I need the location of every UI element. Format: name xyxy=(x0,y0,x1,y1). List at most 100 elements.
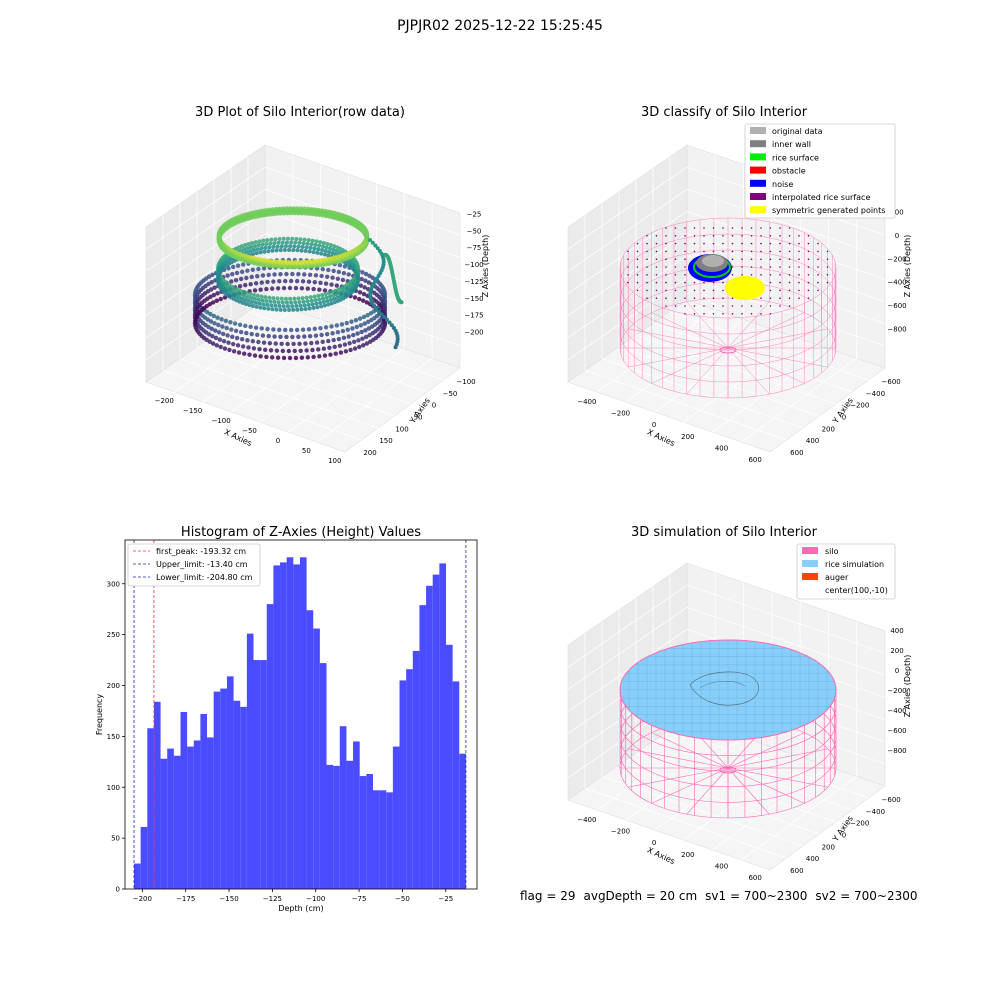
point xyxy=(251,252,255,257)
point xyxy=(674,258,677,261)
point xyxy=(234,335,240,341)
point xyxy=(209,326,214,332)
point xyxy=(250,267,256,272)
point xyxy=(265,279,270,285)
point xyxy=(243,282,248,288)
point xyxy=(722,250,724,253)
point xyxy=(275,355,281,360)
legend-box xyxy=(744,123,896,219)
wall-grid-line xyxy=(145,211,266,294)
point xyxy=(279,296,284,301)
floor-grid-line xyxy=(625,319,744,403)
panel1-title: 3D Plot of Silo Interior(row data) xyxy=(195,105,405,120)
point xyxy=(299,286,305,291)
point xyxy=(331,247,336,252)
point xyxy=(355,331,360,336)
y-tick-label: 400 xyxy=(806,437,819,445)
point xyxy=(283,278,288,284)
point xyxy=(214,343,220,348)
point xyxy=(248,248,253,253)
point xyxy=(798,242,800,245)
floor-grid-line xyxy=(635,752,836,823)
point xyxy=(294,278,300,284)
point xyxy=(315,250,320,255)
point xyxy=(209,279,214,285)
histogram-bar xyxy=(452,681,460,889)
point xyxy=(248,292,253,297)
point xyxy=(221,339,227,344)
point xyxy=(281,304,286,309)
point xyxy=(264,241,269,246)
point xyxy=(332,296,337,301)
z-tick-label: 200 xyxy=(890,209,903,217)
point xyxy=(294,304,299,309)
point xyxy=(261,238,266,243)
point xyxy=(266,272,271,278)
point xyxy=(251,248,256,253)
point xyxy=(212,285,217,290)
legend-swatch xyxy=(802,560,818,567)
y-tick-label: 0 xyxy=(842,832,846,840)
floor-grid-line xyxy=(625,737,744,821)
point xyxy=(272,241,277,246)
point xyxy=(277,236,282,241)
floor-pane xyxy=(567,717,886,871)
z-axis-label: Z Axies (Depth) xyxy=(481,235,490,298)
point xyxy=(741,235,743,237)
original-data-cluster xyxy=(702,255,724,267)
point xyxy=(296,334,301,340)
point xyxy=(310,302,315,307)
point xyxy=(313,333,319,338)
point xyxy=(769,235,772,237)
y-tick-label: 150 xyxy=(379,437,392,445)
point xyxy=(788,235,791,237)
wall-grid-line xyxy=(567,584,688,668)
histogram-bar xyxy=(459,753,466,889)
floor-grid-line xyxy=(740,775,857,861)
y-tick-label: 200 xyxy=(822,425,835,433)
legend-label: silo xyxy=(825,547,839,556)
point xyxy=(321,300,326,305)
point xyxy=(336,269,342,275)
point xyxy=(212,321,217,326)
wall-grid-line xyxy=(567,277,688,361)
point xyxy=(239,269,245,274)
point xyxy=(259,280,264,285)
point xyxy=(346,272,351,277)
point xyxy=(318,240,323,245)
point xyxy=(299,355,305,360)
point xyxy=(731,313,734,315)
point xyxy=(326,267,331,273)
floor-grid-line xyxy=(652,741,853,811)
point xyxy=(323,281,329,286)
point xyxy=(290,236,295,241)
x-tick-label: −150 xyxy=(219,895,238,903)
point xyxy=(731,266,734,268)
point xyxy=(256,339,261,345)
y-tick-label: 0 xyxy=(116,886,120,894)
point xyxy=(779,274,781,276)
point xyxy=(359,276,364,282)
point xyxy=(703,242,705,245)
point xyxy=(249,274,254,280)
histogram-bar xyxy=(299,557,307,889)
point xyxy=(741,305,743,307)
point xyxy=(258,287,263,292)
point xyxy=(357,344,362,350)
silo-floor-spoke xyxy=(727,347,805,384)
histogram-bar xyxy=(392,746,400,889)
y-tick-label: −100 xyxy=(456,378,475,386)
point xyxy=(760,242,762,245)
histogram-bar xyxy=(273,565,281,889)
point xyxy=(307,249,312,254)
point xyxy=(357,316,363,321)
x-tick-label: 0 xyxy=(276,437,280,445)
point xyxy=(369,317,374,323)
point xyxy=(270,248,275,253)
floor-grid-line xyxy=(202,319,321,403)
point xyxy=(255,293,260,298)
point xyxy=(288,296,293,301)
point xyxy=(229,279,234,284)
point xyxy=(339,322,345,327)
point xyxy=(347,341,352,346)
